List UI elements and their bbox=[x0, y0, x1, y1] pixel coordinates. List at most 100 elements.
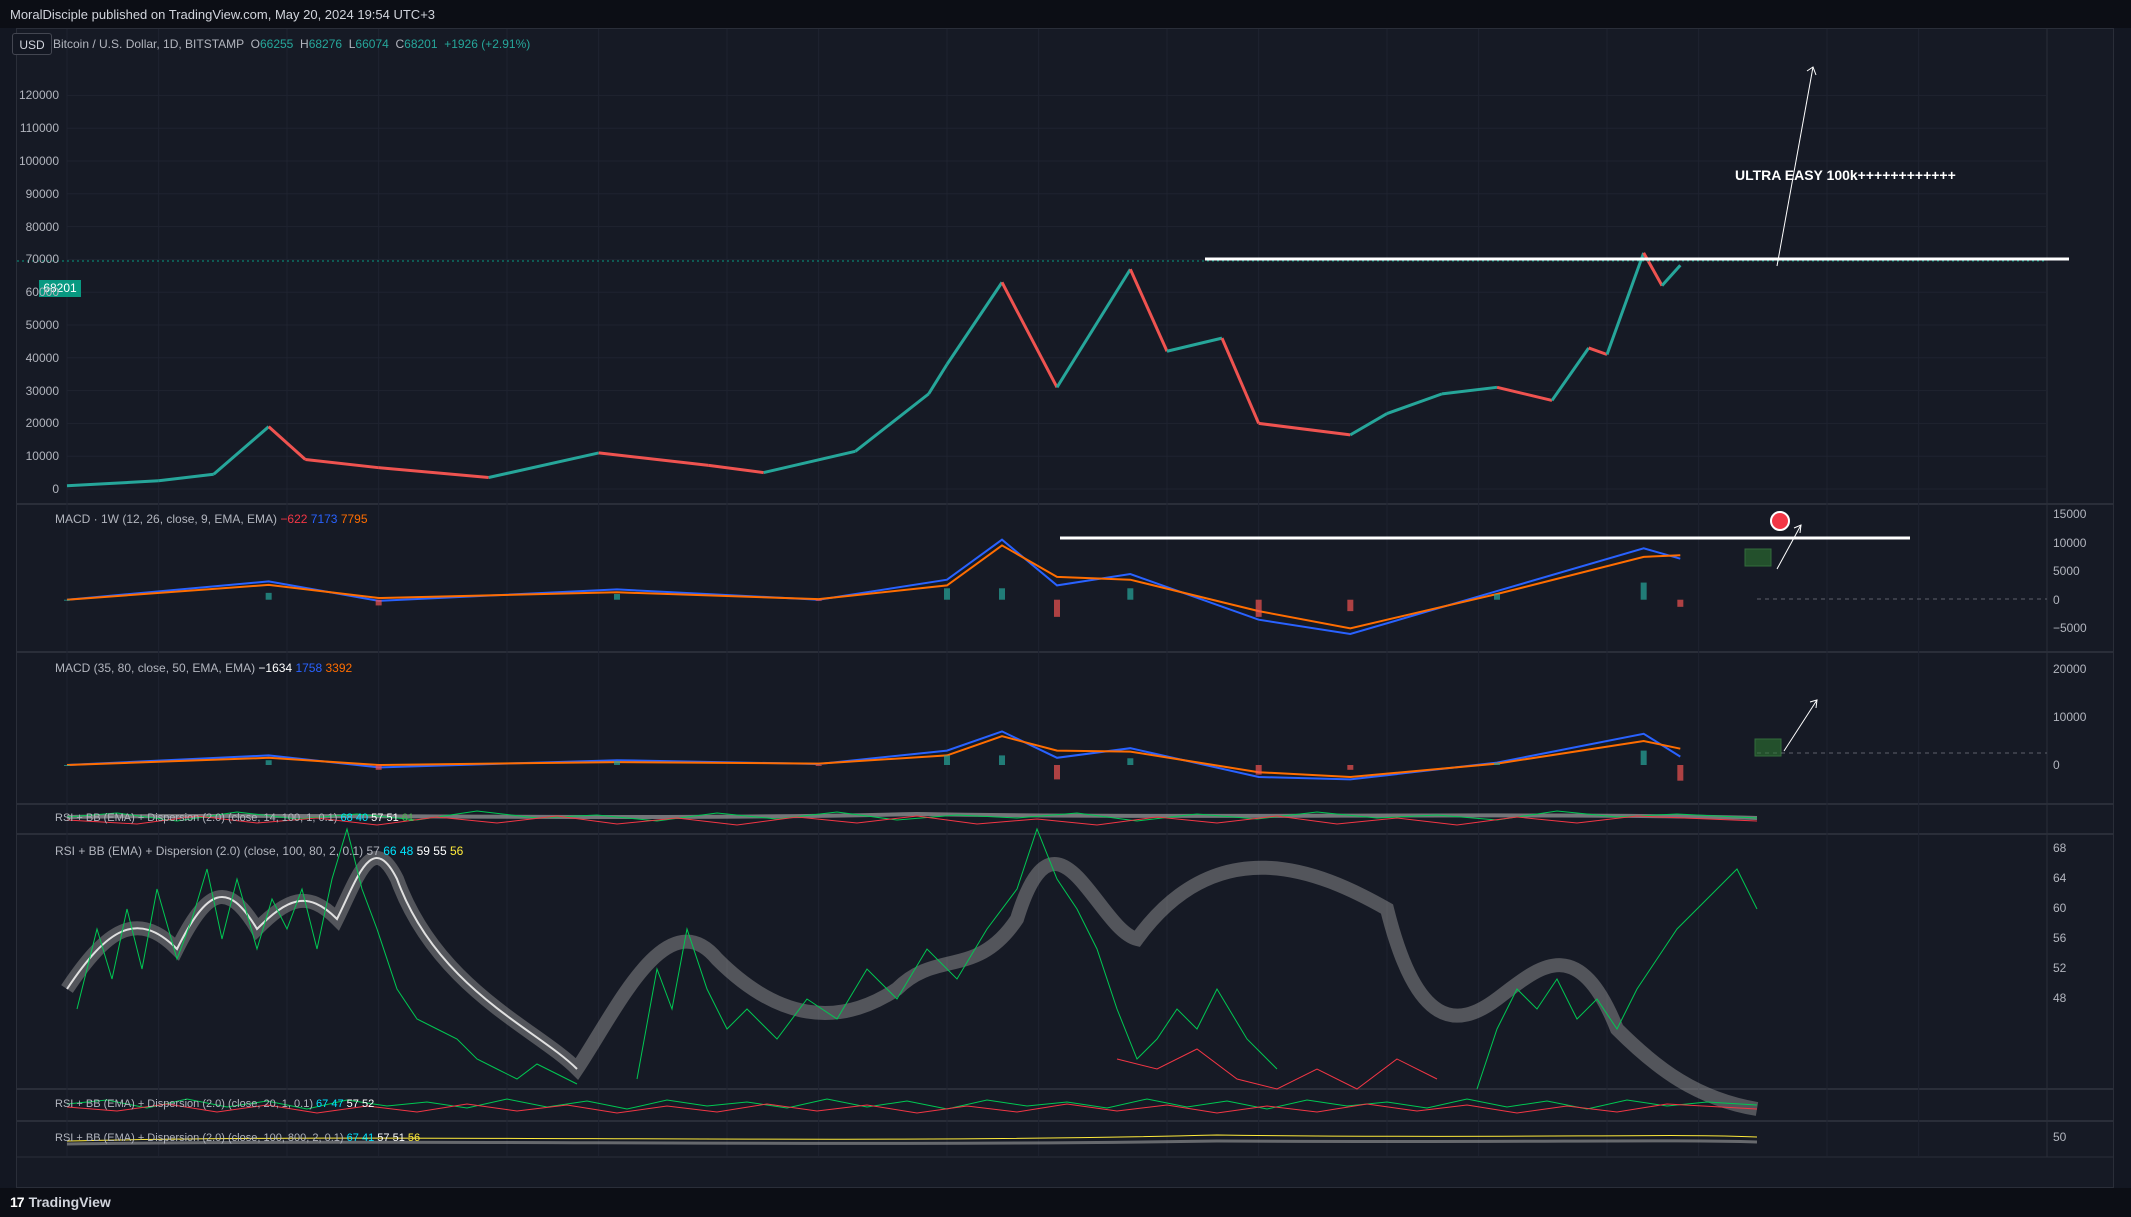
price-segment bbox=[708, 463, 764, 475]
price-segment bbox=[1386, 392, 1443, 415]
high-value: 68276 bbox=[308, 37, 343, 51]
macd1-arrow[interactable] bbox=[1776, 524, 1802, 570]
histogram-bar bbox=[815, 765, 822, 766]
price-axis-label: 30000 bbox=[25, 383, 59, 398]
price-segment bbox=[1588, 346, 1608, 356]
chart-canvas[interactable] bbox=[17, 29, 2114, 1188]
footer: 17 TradingView bbox=[0, 1188, 2131, 1217]
macd-1w-series bbox=[64, 538, 1684, 636]
macd1-box[interactable] bbox=[1744, 548, 1772, 567]
price-series bbox=[66, 252, 1682, 488]
price-segment bbox=[1055, 268, 1132, 389]
macd2-title: MACD (35, 80, close, 50, EMA, EMA) bbox=[55, 661, 256, 675]
histogram-bar bbox=[375, 765, 382, 770]
price-segment bbox=[763, 449, 856, 475]
indicator-axis-label: 15000 bbox=[2053, 507, 2087, 521]
price-segment bbox=[267, 425, 307, 461]
price-segment bbox=[1258, 421, 1351, 437]
rsi-axis-label: 68 bbox=[2053, 841, 2067, 855]
price-segment bbox=[1220, 337, 1261, 424]
chart-area[interactable]: 68201 ULTRA EASY 100k++++++++++++ Bitcoi… bbox=[16, 28, 2114, 1188]
price-axis-label: 40000 bbox=[25, 350, 59, 365]
rsi2-title: RSI + BB (EMA) + Dispersion (2.0) (close… bbox=[55, 844, 364, 858]
macd1-hist: −622 bbox=[280, 512, 308, 526]
histogram-bar bbox=[1054, 599, 1060, 617]
rsi4-legend[interactable]: RSI + BB (EMA) + Dispersion (2.0) (close… bbox=[55, 1132, 421, 1144]
macd2-arrow-head bbox=[1809, 699, 1818, 709]
histogram-bar bbox=[64, 765, 70, 766]
price-segment bbox=[598, 451, 709, 467]
tradingview-logo[interactable]: 17 TradingView bbox=[10, 1194, 111, 1210]
rsi-4-band bbox=[66, 1139, 1758, 1146]
rsi4-title: RSI + BB (EMA) + Dispersion (2.0) (close… bbox=[55, 1132, 344, 1144]
signal-line bbox=[66, 735, 1681, 779]
main-legend[interactable]: Bitcoin / U.S. Dollar, 1D, BITSTAMP O662… bbox=[53, 37, 531, 51]
rsi-axis-label: 52 bbox=[2053, 961, 2067, 975]
price-segment bbox=[927, 363, 949, 395]
histogram-bar bbox=[614, 761, 620, 765]
histogram-bar bbox=[944, 755, 950, 765]
publish-info: MoralDisciple published on TradingView.c… bbox=[10, 7, 436, 22]
rsi-2-mid bbox=[66, 857, 578, 1070]
rsi1-legend[interactable]: RSI + BB (EMA) + Dispersion (2.0) (close… bbox=[55, 812, 415, 824]
indicator-axis-label: 5000 bbox=[2053, 564, 2080, 579]
rsi-1-band bbox=[66, 811, 1758, 820]
rsi3-legend[interactable]: RSI + BB (EMA) + Dispersion (2.0) (close… bbox=[55, 1098, 375, 1110]
price-axis-label: 100000 bbox=[18, 154, 59, 168]
macd1-arrow-head bbox=[1793, 524, 1802, 534]
price-segment bbox=[66, 479, 159, 488]
histogram-bar bbox=[1127, 588, 1134, 600]
price-axis-label: 90000 bbox=[25, 186, 59, 201]
currency-button[interactable]: USD bbox=[12, 33, 52, 55]
histogram-bar bbox=[1494, 594, 1500, 600]
price-segment bbox=[488, 451, 599, 479]
price-segment bbox=[158, 472, 214, 483]
price-segment bbox=[1550, 347, 1590, 402]
rsi-axis-label: 48 bbox=[2053, 991, 2067, 1005]
rsi-4-line bbox=[66, 1134, 1758, 1142]
rsi-axis-label: 56 bbox=[2053, 931, 2067, 945]
macd2-legend[interactable]: MACD (35, 80, close, 50, EMA, EMA) −1634… bbox=[55, 661, 352, 675]
histogram-bar bbox=[265, 592, 272, 600]
price-segment bbox=[1496, 385, 1553, 402]
macd1-signal: 7795 bbox=[340, 512, 368, 526]
indicator-axis-label: 10000 bbox=[2053, 535, 2087, 550]
macd2-arrow[interactable] bbox=[1783, 699, 1818, 752]
price-axis-label: 110000 bbox=[19, 121, 59, 136]
macd2-box[interactable] bbox=[1754, 738, 1782, 757]
close-value: 68201 bbox=[404, 37, 438, 51]
low-value: 66074 bbox=[355, 37, 389, 51]
indicator-axis-label: 0 bbox=[2053, 592, 2060, 607]
macd-line bbox=[66, 538, 1681, 636]
histogram-bar bbox=[815, 599, 822, 601]
ultra-easy-annotation[interactable]: ULTRA EASY 100k++++++++++++ bbox=[1735, 167, 1956, 183]
histogram-bar bbox=[1054, 765, 1060, 780]
rsi-2-line-b bbox=[636, 827, 1278, 1080]
macd1-legend[interactable]: MACD · 1W (12, 26, close, 9, EMA, EMA) −… bbox=[55, 512, 368, 526]
macd2-macd: 1758 bbox=[295, 661, 323, 675]
projection-arrow[interactable] bbox=[1776, 66, 1814, 267]
us-flag-event-icon[interactable] bbox=[1770, 511, 1790, 531]
open-value: 66255 bbox=[259, 37, 294, 51]
price-segment bbox=[1000, 281, 1059, 389]
rsi-2-pane bbox=[61, 827, 1759, 1116]
histogram-bar bbox=[1127, 758, 1134, 765]
indicator-axis-label: 0 bbox=[2053, 758, 2060, 772]
histogram-bar bbox=[1255, 765, 1262, 775]
macd-series bbox=[64, 730, 1684, 781]
price-axis-label: 10000 bbox=[25, 449, 59, 464]
histogram-bar bbox=[1347, 765, 1354, 770]
projection-arrow-head bbox=[1806, 66, 1817, 76]
grid-lines bbox=[66, 29, 2047, 1157]
price-segment bbox=[378, 466, 489, 480]
histogram-bar bbox=[944, 588, 950, 600]
rsi1-title: RSI + BB (EMA) + Dispersion (2.0) (close… bbox=[55, 812, 338, 824]
symbol-name: Bitcoin / U.S. Dollar, 1D, BITSTAMP bbox=[53, 37, 244, 51]
price-segment bbox=[1441, 385, 1498, 396]
rsi2-legend[interactable]: RSI + BB (EMA) + Dispersion (2.0) (close… bbox=[55, 844, 464, 858]
rsi-2-band bbox=[61, 851, 1759, 1116]
price-segment bbox=[1660, 264, 1682, 287]
macd2-signal: 3392 bbox=[325, 661, 353, 675]
indicator-axis-label: 20000 bbox=[2053, 662, 2087, 676]
price-axis-label: 120000 bbox=[18, 88, 59, 103]
